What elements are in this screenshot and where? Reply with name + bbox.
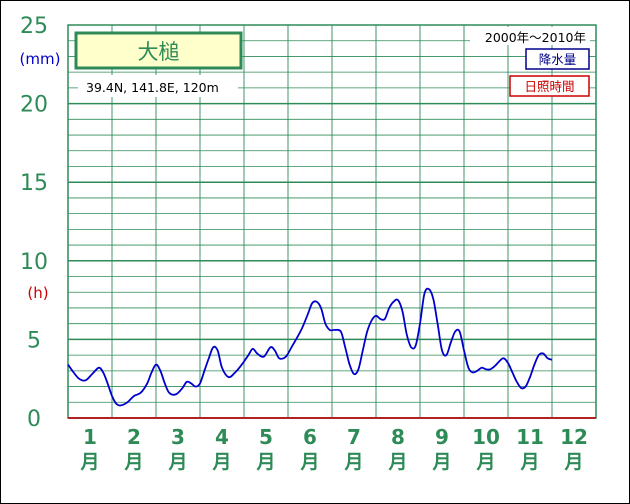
y-tick-label: 25 bbox=[20, 14, 48, 39]
legend-precip-box bbox=[525, 48, 590, 70]
y-tick-label: 5 bbox=[27, 328, 41, 353]
period-box bbox=[470, 27, 590, 45]
x-tick-label: 6 bbox=[303, 425, 317, 449]
x-tick-unit: 月 bbox=[299, 451, 319, 473]
station-location: 39.4N, 141.8E, 120m bbox=[86, 80, 219, 95]
x-tick-unit: 月 bbox=[475, 451, 495, 473]
legend-sunshine-box bbox=[509, 75, 590, 97]
x-tick-label: 12 bbox=[560, 425, 588, 449]
x-tick-label: 7 bbox=[347, 425, 361, 449]
y-tick-label: 10 bbox=[20, 250, 48, 275]
x-tick-label: 11 bbox=[516, 425, 544, 449]
y-tick-label: 0 bbox=[27, 407, 41, 432]
x-tick-unit: 月 bbox=[79, 451, 99, 473]
x-tick-unit: 月 bbox=[211, 451, 231, 473]
x-tick-unit: 月 bbox=[519, 451, 539, 473]
y-tick-label: 15 bbox=[20, 171, 48, 196]
x-tick-label: 8 bbox=[391, 425, 405, 449]
period-label: 2000年〜2010年 bbox=[485, 30, 586, 45]
x-tick-unit: 月 bbox=[563, 451, 583, 473]
x-tick-label: 3 bbox=[171, 425, 185, 449]
station-name: 大槌 bbox=[138, 40, 180, 64]
x-tick-label: 4 bbox=[215, 425, 229, 449]
location-box bbox=[78, 75, 238, 97]
x-tick-label: 9 bbox=[435, 425, 449, 449]
station-name-box bbox=[74, 31, 243, 70]
precipitation-series-line bbox=[67, 287, 553, 407]
x-tick-unit: 月 bbox=[343, 451, 363, 473]
x-tick-label: 2 bbox=[127, 425, 141, 449]
precip-unit-label: (mm) bbox=[20, 50, 61, 68]
y-tick-labels: 0 5 10 15 20 25 bbox=[20, 14, 48, 432]
x-tick-label: 5 bbox=[259, 425, 273, 449]
sunshine-unit-label: (h) bbox=[27, 284, 48, 302]
x-tick-unit: 月 bbox=[255, 451, 275, 473]
legend-precip-label: 降水量 bbox=[539, 52, 577, 67]
legend-sunshine-label: 日照時間 bbox=[524, 79, 574, 94]
x-tick-unit: 月 bbox=[167, 451, 187, 473]
y-tick-label: 20 bbox=[20, 93, 48, 118]
x-tick-unit: 月 bbox=[123, 451, 143, 473]
x-tick-unit: 月 bbox=[387, 451, 407, 473]
x-tick-unit: 月 bbox=[431, 451, 451, 473]
x-tick-label: 10 bbox=[472, 425, 500, 449]
x-tick-label: 1 bbox=[83, 425, 97, 449]
